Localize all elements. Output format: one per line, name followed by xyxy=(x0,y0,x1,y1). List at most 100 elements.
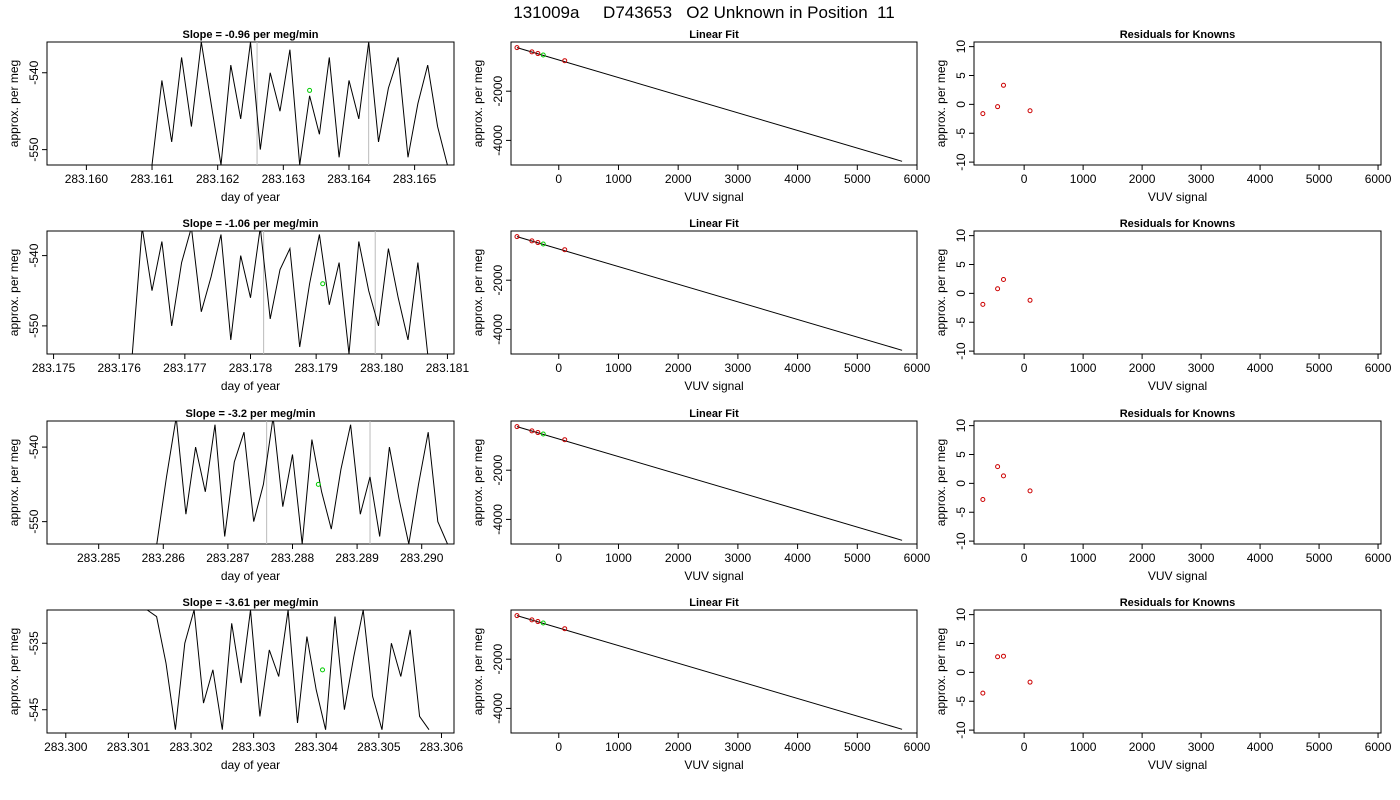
x-tick-label: 3000 xyxy=(1188,172,1215,186)
chart-panel: Linear Fit VUV signal approx. per meg 0 1000… xyxy=(471,218,931,393)
chart-title: Residuals for Knowns xyxy=(1120,597,1236,609)
y-tick-label: -5 xyxy=(954,696,968,707)
x-tick-label: 6000 xyxy=(904,172,931,186)
y-axis-label: approx. per meg xyxy=(934,249,948,336)
x-axis-label: VUV signal xyxy=(684,569,743,583)
y-axis-label: approx. per meg xyxy=(471,60,485,147)
x-tick-label: 5000 xyxy=(844,551,871,565)
y-tick-label: -10 xyxy=(954,532,968,550)
known-point xyxy=(1000,277,1006,283)
y-tick-label: -540 xyxy=(27,435,41,459)
series-line xyxy=(131,231,429,354)
x-tick-label: 1000 xyxy=(1070,740,1097,754)
y-tick-label: -10 xyxy=(954,153,968,171)
x-tick-label: 4000 xyxy=(1247,172,1274,186)
series-line xyxy=(146,610,430,730)
chart-title: Residuals for Knowns xyxy=(1120,218,1236,230)
series-line xyxy=(156,421,448,544)
y-axis-label: approx. per meg xyxy=(934,60,948,147)
x-tick-label: 6000 xyxy=(1365,361,1392,375)
y-tick-label: 5 xyxy=(954,451,968,458)
chart-title: Slope = -1.06 per meg/min xyxy=(182,218,318,230)
x-tick-label: 283.179 xyxy=(294,361,338,375)
x-tick-label: 283.305 xyxy=(357,740,401,754)
y-axis-label: approx. per meg xyxy=(934,439,948,526)
x-tick-label: 4000 xyxy=(784,740,811,754)
fit-line xyxy=(516,615,903,730)
chart-title: Linear Fit xyxy=(689,218,739,230)
x-tick-label: 283.175 xyxy=(32,361,76,375)
y-tick-label: 10 xyxy=(954,229,968,243)
x-tick-label: 2000 xyxy=(1129,740,1156,754)
plot-frame xyxy=(973,41,1382,166)
y-axis-label: approx. per meg xyxy=(7,249,21,336)
plot-area xyxy=(151,42,448,165)
plot-area xyxy=(514,613,903,730)
x-tick-label: 283.288 xyxy=(271,551,315,565)
y-tick-label: -540 xyxy=(27,243,41,267)
chart-title: Linear Fit xyxy=(689,597,739,609)
known-point xyxy=(980,111,986,117)
y-tick-label: -4000 xyxy=(491,125,505,156)
plot-area xyxy=(980,277,1033,307)
x-axis-label: day of year xyxy=(221,379,280,393)
y-tick-label: -5 xyxy=(954,128,968,139)
known-point xyxy=(529,49,535,55)
plot-frame xyxy=(46,230,455,355)
fit-line xyxy=(516,426,903,541)
y-tick-label: -2000 xyxy=(491,455,505,486)
x-tick-label: 0 xyxy=(555,740,562,754)
x-axis-label: VUV signal xyxy=(684,379,743,393)
x-tick-label: 5000 xyxy=(844,361,871,375)
y-tick-label: 10 xyxy=(954,419,968,433)
fit-line xyxy=(516,47,903,162)
x-tick-label: 5000 xyxy=(1306,361,1333,375)
known-point xyxy=(535,619,541,625)
y-tick-label: -550 xyxy=(27,314,41,338)
y-tick-label: 10 xyxy=(954,40,968,54)
plot-frame xyxy=(973,420,1382,545)
x-tick-label: 2000 xyxy=(665,172,692,186)
x-tick-label: 2000 xyxy=(1129,551,1156,565)
y-tick-label: -540 xyxy=(27,60,41,84)
x-tick-label: 4000 xyxy=(1247,551,1274,565)
known-point xyxy=(514,45,520,51)
x-tick-label: 2000 xyxy=(1129,172,1156,186)
x-tick-label: 4000 xyxy=(1247,740,1274,754)
x-axis-label: day of year xyxy=(221,758,280,772)
x-tick-label: 283.300 xyxy=(44,740,88,754)
x-tick-label: 283.164 xyxy=(327,172,371,186)
chart-panel: Residuals for Knowns VUV signal approx. pe… xyxy=(934,408,1392,583)
y-axis-label: approx. per meg xyxy=(471,439,485,526)
x-tick-label: 6000 xyxy=(1365,740,1392,754)
plot-area xyxy=(131,231,429,354)
unknown-marker xyxy=(320,281,326,287)
y-tick-label: 5 xyxy=(954,72,968,79)
x-tick-label: 283.303 xyxy=(232,740,276,754)
x-tick-label: 283.163 xyxy=(262,172,306,186)
x-tick-label: 5000 xyxy=(1306,551,1333,565)
x-tick-label: 3000 xyxy=(725,361,752,375)
figure-title: 131009a D743653 O2 Unknown in Position 1… xyxy=(513,3,895,22)
y-tick-label: -535 xyxy=(27,631,41,655)
y-tick-label: 0 xyxy=(954,669,968,676)
x-tick-label: 4000 xyxy=(1247,361,1274,375)
plot-area xyxy=(514,45,903,162)
x-tick-label: 6000 xyxy=(904,551,931,565)
x-tick-label: 283.286 xyxy=(142,551,186,565)
x-tick-label: 6000 xyxy=(1365,551,1392,565)
plot-frame xyxy=(46,41,455,166)
chart-panel: Slope = -3.2 per meg/min day of year appro… xyxy=(7,408,455,583)
x-tick-label: 4000 xyxy=(784,172,811,186)
plot-area xyxy=(146,610,430,730)
y-axis-label: approx. per meg xyxy=(471,249,485,336)
known-point xyxy=(529,617,535,623)
x-tick-label: 283.304 xyxy=(295,740,339,754)
y-tick-label: -4000 xyxy=(491,693,505,724)
y-tick-label: 10 xyxy=(954,608,968,622)
plot-frame xyxy=(510,41,918,166)
plot-frame xyxy=(973,230,1382,355)
x-tick-label: 2000 xyxy=(665,361,692,375)
chart-panel: Slope = -0.96 per meg/min day of year appr… xyxy=(7,29,455,204)
plot-frame xyxy=(510,230,918,355)
